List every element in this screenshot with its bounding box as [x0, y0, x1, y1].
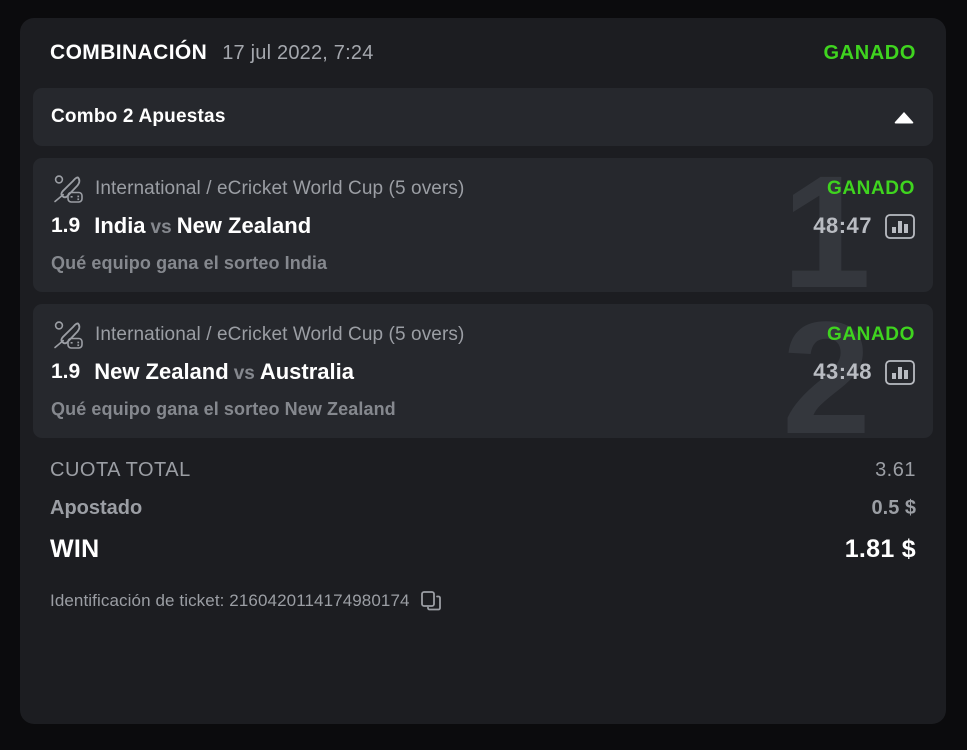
event-score: 43:48 [813, 359, 872, 384]
event-teams: New Zealand vs Australia [94, 359, 354, 385]
market-description: Qué equipo gana el sorteo New Zealand [51, 399, 396, 419]
home-team: New Zealand [94, 359, 229, 384]
winnings-row: WIN 1.81 $ [50, 535, 916, 581]
ticket-summary: CUOTA TOTAL 3.61 Apostado 0.5 $ WIN 1.81… [33, 450, 933, 581]
vs-separator: vs [150, 217, 172, 238]
copy-icon[interactable] [420, 590, 442, 612]
away-team: Australia [259, 359, 354, 384]
ticket-id-row: Identificación de ticket: 21604201141749… [33, 581, 933, 612]
stake-label: Apostado [50, 497, 143, 519]
score-group: 48:47 [813, 213, 915, 239]
bet-selection-row[interactable]: 2 [33, 304, 933, 438]
page-title: COMBINACIÓN [50, 41, 208, 64]
bar-chart-icon[interactable] [885, 213, 915, 239]
bet-ticket-card: COMBINACIÓN 17 jul 2022, 7:24 GANADO Com… [20, 18, 946, 724]
selection-status-badge: GANADO [826, 178, 915, 199]
event-score: 48:47 [813, 213, 872, 238]
ticket-timestamp: 17 jul 2022, 7:24 [222, 41, 374, 64]
ticket-id-text: Identificación de ticket: 21604201141749… [50, 591, 410, 610]
bet-selection-row[interactable]: 1 [33, 158, 933, 292]
market-description: Qué equipo gana el sorteo India [51, 253, 328, 273]
selection-status-badge: GANADO [826, 324, 915, 345]
ecricket-icon [51, 174, 85, 204]
winnings-value: 1.81 $ [844, 535, 916, 563]
league-name: International / eCricket World Cup (5 ov… [95, 178, 465, 199]
chevron-up-icon[interactable] [893, 110, 915, 124]
event-teams: India vs New Zealand [94, 213, 311, 239]
home-team: India [94, 213, 146, 238]
status-badge: GANADO [823, 41, 916, 64]
vs-separator: vs [233, 363, 255, 384]
total-odds-row: CUOTA TOTAL 3.61 [50, 459, 916, 497]
selection-odds: 1.9 [51, 214, 81, 237]
winnings-label: WIN [50, 535, 100, 563]
ticket-header: COMBINACIÓN 17 jul 2022, 7:24 GANADO [33, 18, 933, 88]
combo-toggle-bar[interactable]: Combo 2 Apuestas [33, 88, 933, 146]
stake-value: 0.5 $ [871, 497, 916, 519]
away-team: New Zealand [176, 213, 312, 238]
total-odds-value: 3.61 [875, 459, 916, 481]
score-group: 43:48 [813, 359, 915, 385]
bet-selection-list: 1 [33, 158, 933, 438]
stake-row: Apostado 0.5 $ [50, 497, 916, 535]
selection-odds: 1.9 [51, 360, 81, 383]
combo-label: Combo 2 Apuestas [51, 106, 226, 127]
ecricket-icon [51, 320, 85, 350]
league-name: International / eCricket World Cup (5 ov… [95, 324, 465, 345]
total-odds-label: CUOTA TOTAL [50, 459, 191, 481]
bar-chart-icon[interactable] [885, 359, 915, 385]
